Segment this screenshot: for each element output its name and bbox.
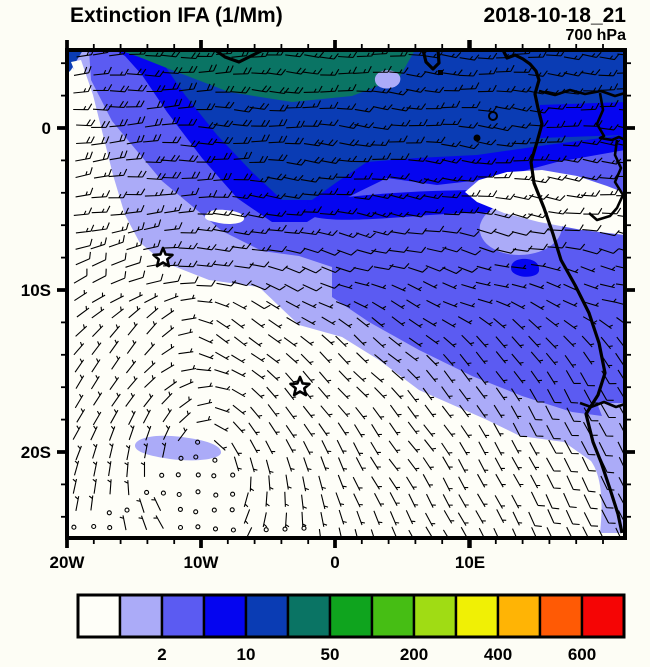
colorbar-tick-label: 2 <box>157 645 166 664</box>
x-axis-label: 0 <box>330 553 339 572</box>
axis-labels: 20W 10W 0 10E 0 10S 20S <box>21 119 485 572</box>
colorbar-cell <box>244 593 290 639</box>
wind-barbs <box>72 50 625 538</box>
colorbar-cell <box>580 593 626 639</box>
colorbar-tick-label: 50 <box>321 645 340 664</box>
island <box>473 134 481 142</box>
colorbar-cell <box>328 593 374 639</box>
map-layers <box>67 50 625 538</box>
y-axis-label: 0 <box>42 119 51 138</box>
colorbar-cell <box>76 593 122 639</box>
colorbar-outline <box>76 593 626 639</box>
colorbar-cell <box>160 593 206 639</box>
colorbar-tick-label: 600 <box>568 645 596 664</box>
white-patch-coastal <box>465 170 625 235</box>
extinction-ge100-teal <box>119 50 415 102</box>
colorbar-tick-label: 200 <box>400 645 428 664</box>
valid-datetime: 2018-10-18_21 <box>483 4 626 27</box>
colorbar-cell <box>202 593 248 639</box>
map-frame <box>65 48 627 540</box>
colorbar-cell <box>496 593 542 639</box>
y-axis-label: 10S <box>21 281 51 300</box>
colorbar-tick-label: 10 <box>237 645 256 664</box>
colorbar-cell <box>286 593 332 639</box>
axis-ticks <box>57 40 635 548</box>
colorbar-tick-label: 400 <box>484 645 512 664</box>
colorbar-cell <box>538 593 584 639</box>
x-axis-label: 10W <box>184 553 220 572</box>
x-axis-label: 20W <box>50 553 86 572</box>
blue-spot-in-plume <box>511 258 540 277</box>
blue-inland-band <box>540 102 625 138</box>
map-area: 20W 10W 0 10E 0 10S 20S <box>21 40 635 572</box>
colorbar-cell <box>118 593 164 639</box>
colorbar-cell <box>370 593 416 639</box>
pressure-level: 700 hPa <box>565 27 626 44</box>
map-plot: 20W 10W 0 10E 0 10S 20S <box>21 40 635 572</box>
colorbar-cell <box>454 593 500 639</box>
star-marker <box>289 375 311 397</box>
colorbar-cell <box>412 593 458 639</box>
star-marker <box>152 246 174 268</box>
y-axis-label: 20S <box>21 443 51 462</box>
periwinkle-spot-top <box>374 70 401 89</box>
page-title: Extinction IFA (1/Mm) <box>70 4 283 27</box>
white-wedge-northwest <box>71 60 163 262</box>
x-axis-label: 10E <box>455 553 485 572</box>
calm-wind-circles <box>71 439 307 533</box>
colorbar: 2 10 50 200 400 600 <box>76 593 626 664</box>
